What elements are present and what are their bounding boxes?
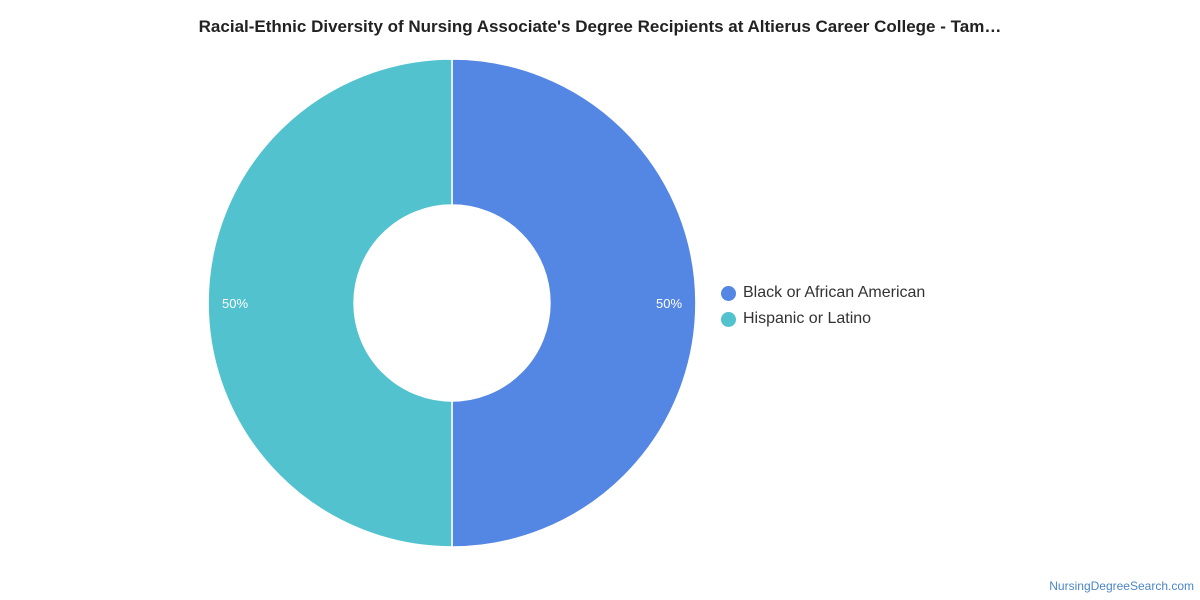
slice-value-label: 50% — [222, 296, 248, 311]
source-link[interactable]: NursingDegreeSearch.com — [1049, 579, 1194, 593]
slice-black-or-african-american[interactable] — [451, 58, 697, 548]
legend-label: Hispanic or Latino — [743, 310, 872, 327]
legend-item-hispanic-or-latino[interactable]: Hispanic or Latino — [721, 306, 925, 332]
legend-swatch — [721, 285, 736, 301]
legend: Black or African American Hispanic or La… — [721, 280, 925, 332]
legend-swatch — [721, 311, 736, 327]
legend-item-black-or-african-american[interactable]: Black or African American — [721, 280, 925, 306]
slice-hispanic-or-latino[interactable] — [207, 58, 453, 548]
legend-label: Black or African American — [743, 284, 926, 301]
slice-value-label: 50% — [656, 296, 682, 311]
chart-title: Racial-Ethnic Diversity of Nursing Assoc… — [198, 17, 1002, 36]
